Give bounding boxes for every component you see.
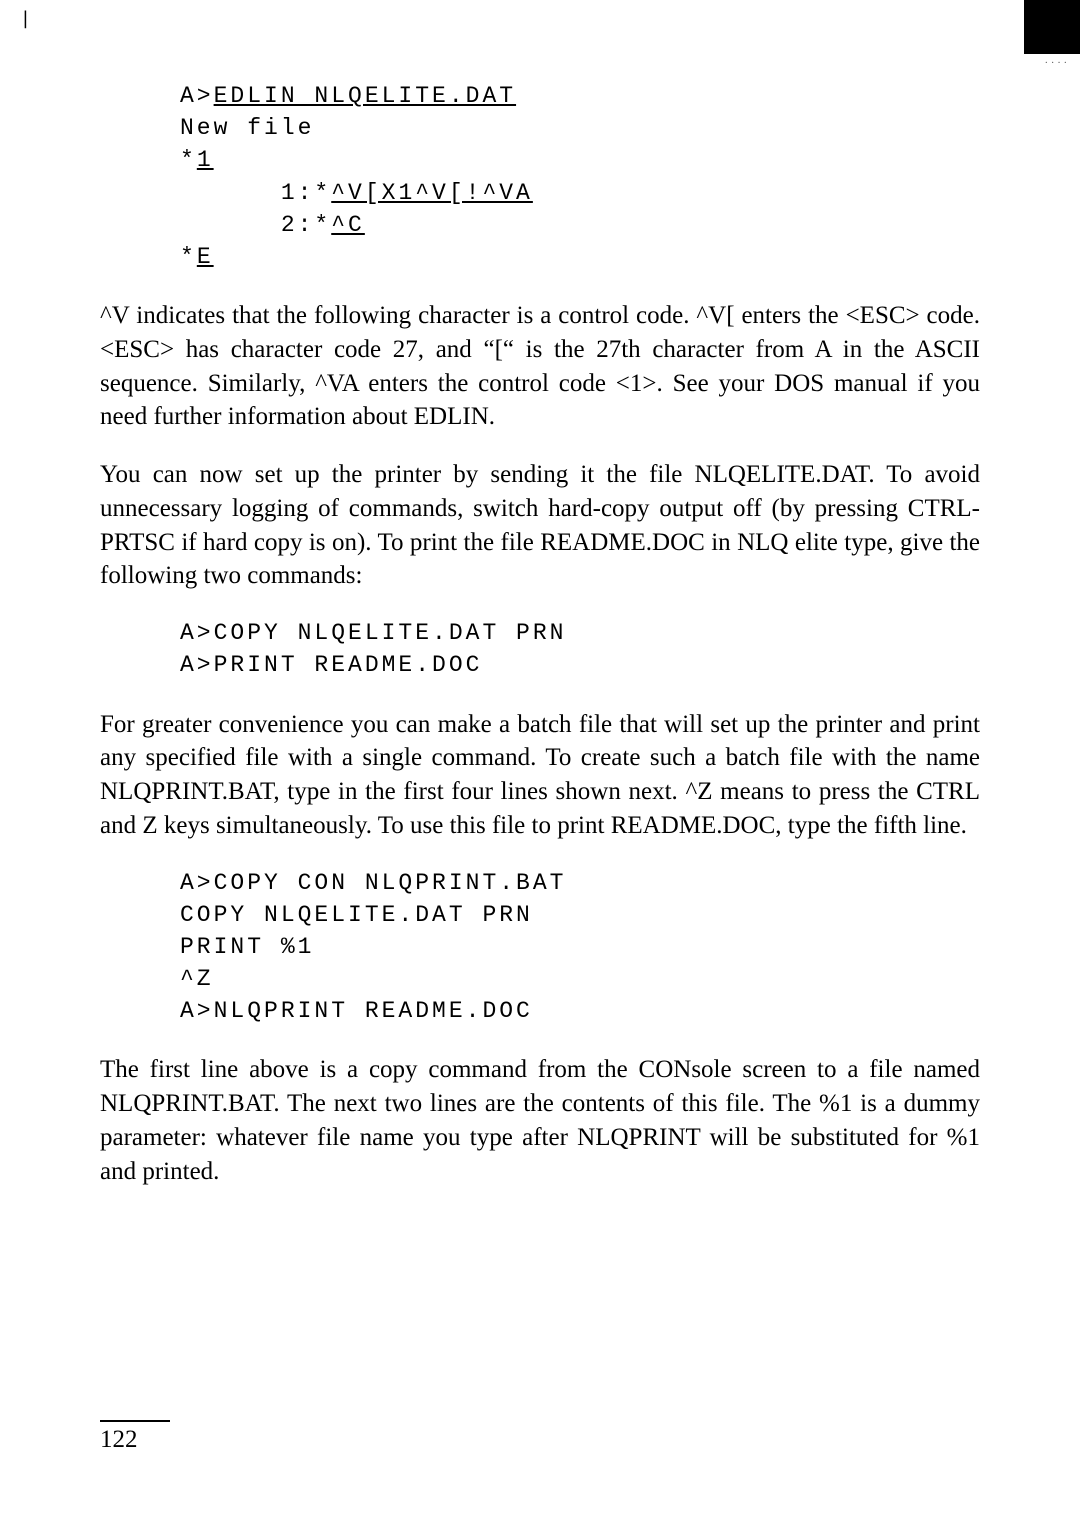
- paragraph-2: You can now set up the printer by sendin…: [100, 458, 980, 593]
- corner-dots: ····: [1045, 58, 1070, 69]
- code1-line6-ul: E: [197, 244, 214, 270]
- code1-line3-ul: 1: [197, 147, 214, 173]
- code1-line4-ul: ^V[X1^V[!^VA: [331, 180, 533, 206]
- code3-line5: A>NLQPRINT README.DOC: [180, 998, 533, 1024]
- paragraph-3: For greater convenience you can make a b…: [100, 708, 980, 843]
- code-block-2: A>COPY NLQELITE.DAT PRN A>PRINT README.D…: [180, 617, 980, 681]
- code-block-3: A>COPY CON NLQPRINT.BAT COPY NLQELITE.DA…: [180, 867, 980, 1028]
- code-block-1: A>EDLIN NLQELITE.DAT New file *1 1:*^V[X…: [180, 80, 980, 273]
- code1-line5-prefix: 2:*: [180, 212, 331, 238]
- crop-mark: |: [20, 8, 31, 29]
- paragraph-1: ^V indicates that the following characte…: [100, 299, 980, 434]
- code2-line1: A>COPY NLQELITE.DAT PRN: [180, 620, 566, 646]
- page-number: 122: [100, 1420, 170, 1454]
- code1-line1-ul: EDLIN NLQELITE.DAT: [214, 83, 516, 109]
- code1-line5-ul: ^C: [331, 212, 365, 238]
- code3-line2: COPY NLQELITE.DAT PRN: [180, 902, 533, 928]
- corner-tab: [1024, 0, 1080, 54]
- code2-line2: A>PRINT README.DOC: [180, 652, 482, 678]
- code1-line3-star: *: [180, 147, 197, 173]
- code1-line2: New file: [180, 115, 314, 141]
- code3-line3: PRINT %1: [180, 934, 314, 960]
- code1-line4-prefix: 1:*: [180, 180, 331, 206]
- paragraph-4: The first line above is a copy command f…: [100, 1053, 980, 1188]
- code3-line4: ^Z: [180, 966, 214, 992]
- code1-line6-star: *: [180, 244, 197, 270]
- code1-line1-plain: A>: [180, 83, 214, 109]
- code3-line1: A>COPY CON NLQPRINT.BAT: [180, 870, 566, 896]
